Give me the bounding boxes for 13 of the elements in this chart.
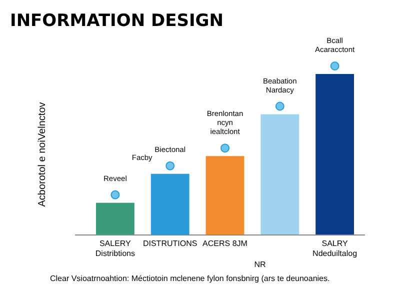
bar (316, 74, 354, 235)
x-tick-label: DISTRUTIONS (142, 239, 198, 248)
bar (206, 156, 244, 235)
text: Clear Vsioatrnoahtion: Méctiotoin mclenene fylon fonsbnirg (ars te deunoanies. (50, 274, 330, 283)
bar (96, 202, 134, 235)
chart-title: INFORMATION DESIGN (10, 11, 224, 31)
bar (150, 174, 190, 235)
x-axis-title: NR (254, 260, 266, 269)
y-axis-title: Acborotol e noiVelnctov (37, 102, 48, 207)
x-tick-label: ACERS 8JM (202, 239, 248, 248)
x-tick-label: SALERY Distribtions (95, 239, 135, 258)
x-tick-label: SALRY Ndeduiltalog (312, 239, 358, 258)
bar (260, 114, 300, 235)
